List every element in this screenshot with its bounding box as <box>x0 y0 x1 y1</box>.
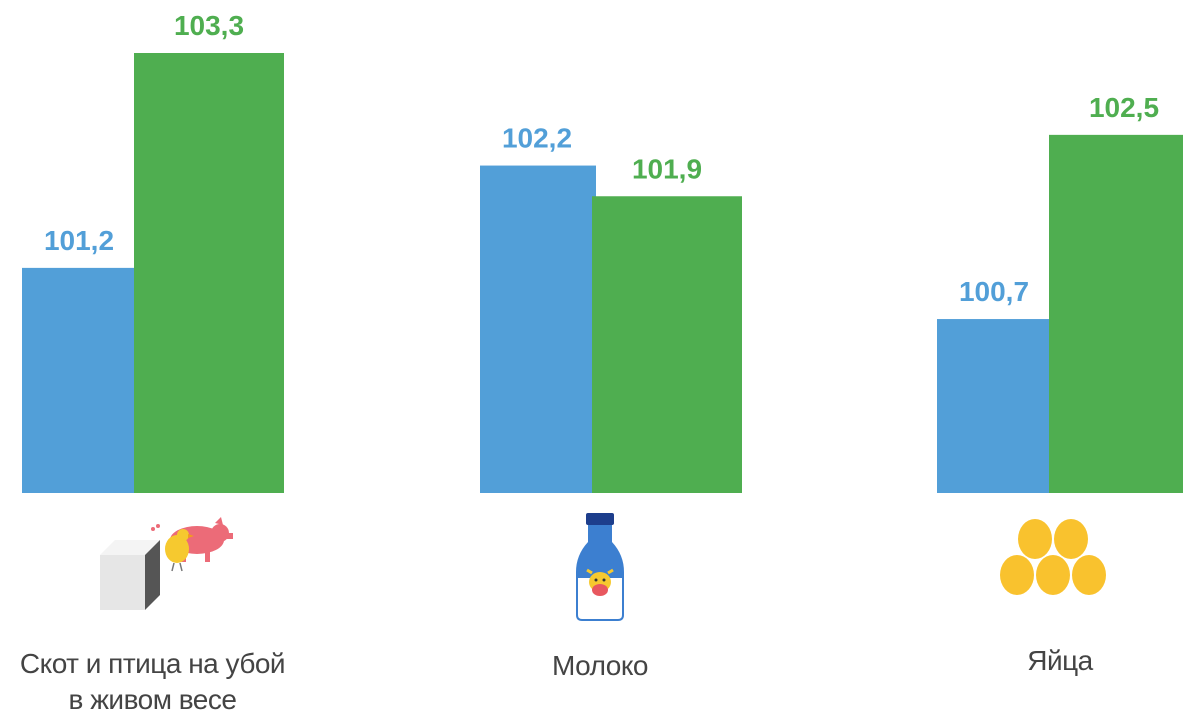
category-label-milk: Молоко <box>460 648 740 684</box>
value-label-series1-cat2: 102,2 <box>502 123 572 154</box>
value-label-series2-cat3: 102,5 <box>1089 92 1159 123</box>
category-label-eggs: Яйца <box>920 643 1183 679</box>
category-label-livestock: Скот и птица на убой в живом весе <box>0 646 305 718</box>
category-label-line: Молоко <box>552 650 648 681</box>
bar-series2-cat2 <box>592 196 742 494</box>
value-label-series1-cat1: 101,2 <box>44 225 114 256</box>
category-label-line: Яйца <box>1027 645 1093 676</box>
milk-bottle-icon <box>576 513 624 621</box>
bar-series2-cat3 <box>1049 134 1183 493</box>
bars-group <box>22 53 1183 494</box>
value-label-series1-cat3: 100,7 <box>959 276 1029 307</box>
category-label-line: в живом весе <box>68 684 237 715</box>
category-label-line: Скот и птица на убой <box>19 648 286 679</box>
value-labels-group: 101,2 103,3 102,2 101,9 100,7 102,5 <box>44 10 1159 307</box>
bar-series2-cat1 <box>134 53 284 493</box>
bar-series1-cat1 <box>22 267 138 493</box>
bar-series1-cat3 <box>937 319 1053 493</box>
eggs-icon <box>1000 519 1106 595</box>
bar-series1-cat2 <box>480 165 596 493</box>
livestock-icon <box>100 517 233 610</box>
value-label-series2-cat2: 101,9 <box>632 153 702 184</box>
value-label-series2-cat1: 103,3 <box>174 10 244 41</box>
